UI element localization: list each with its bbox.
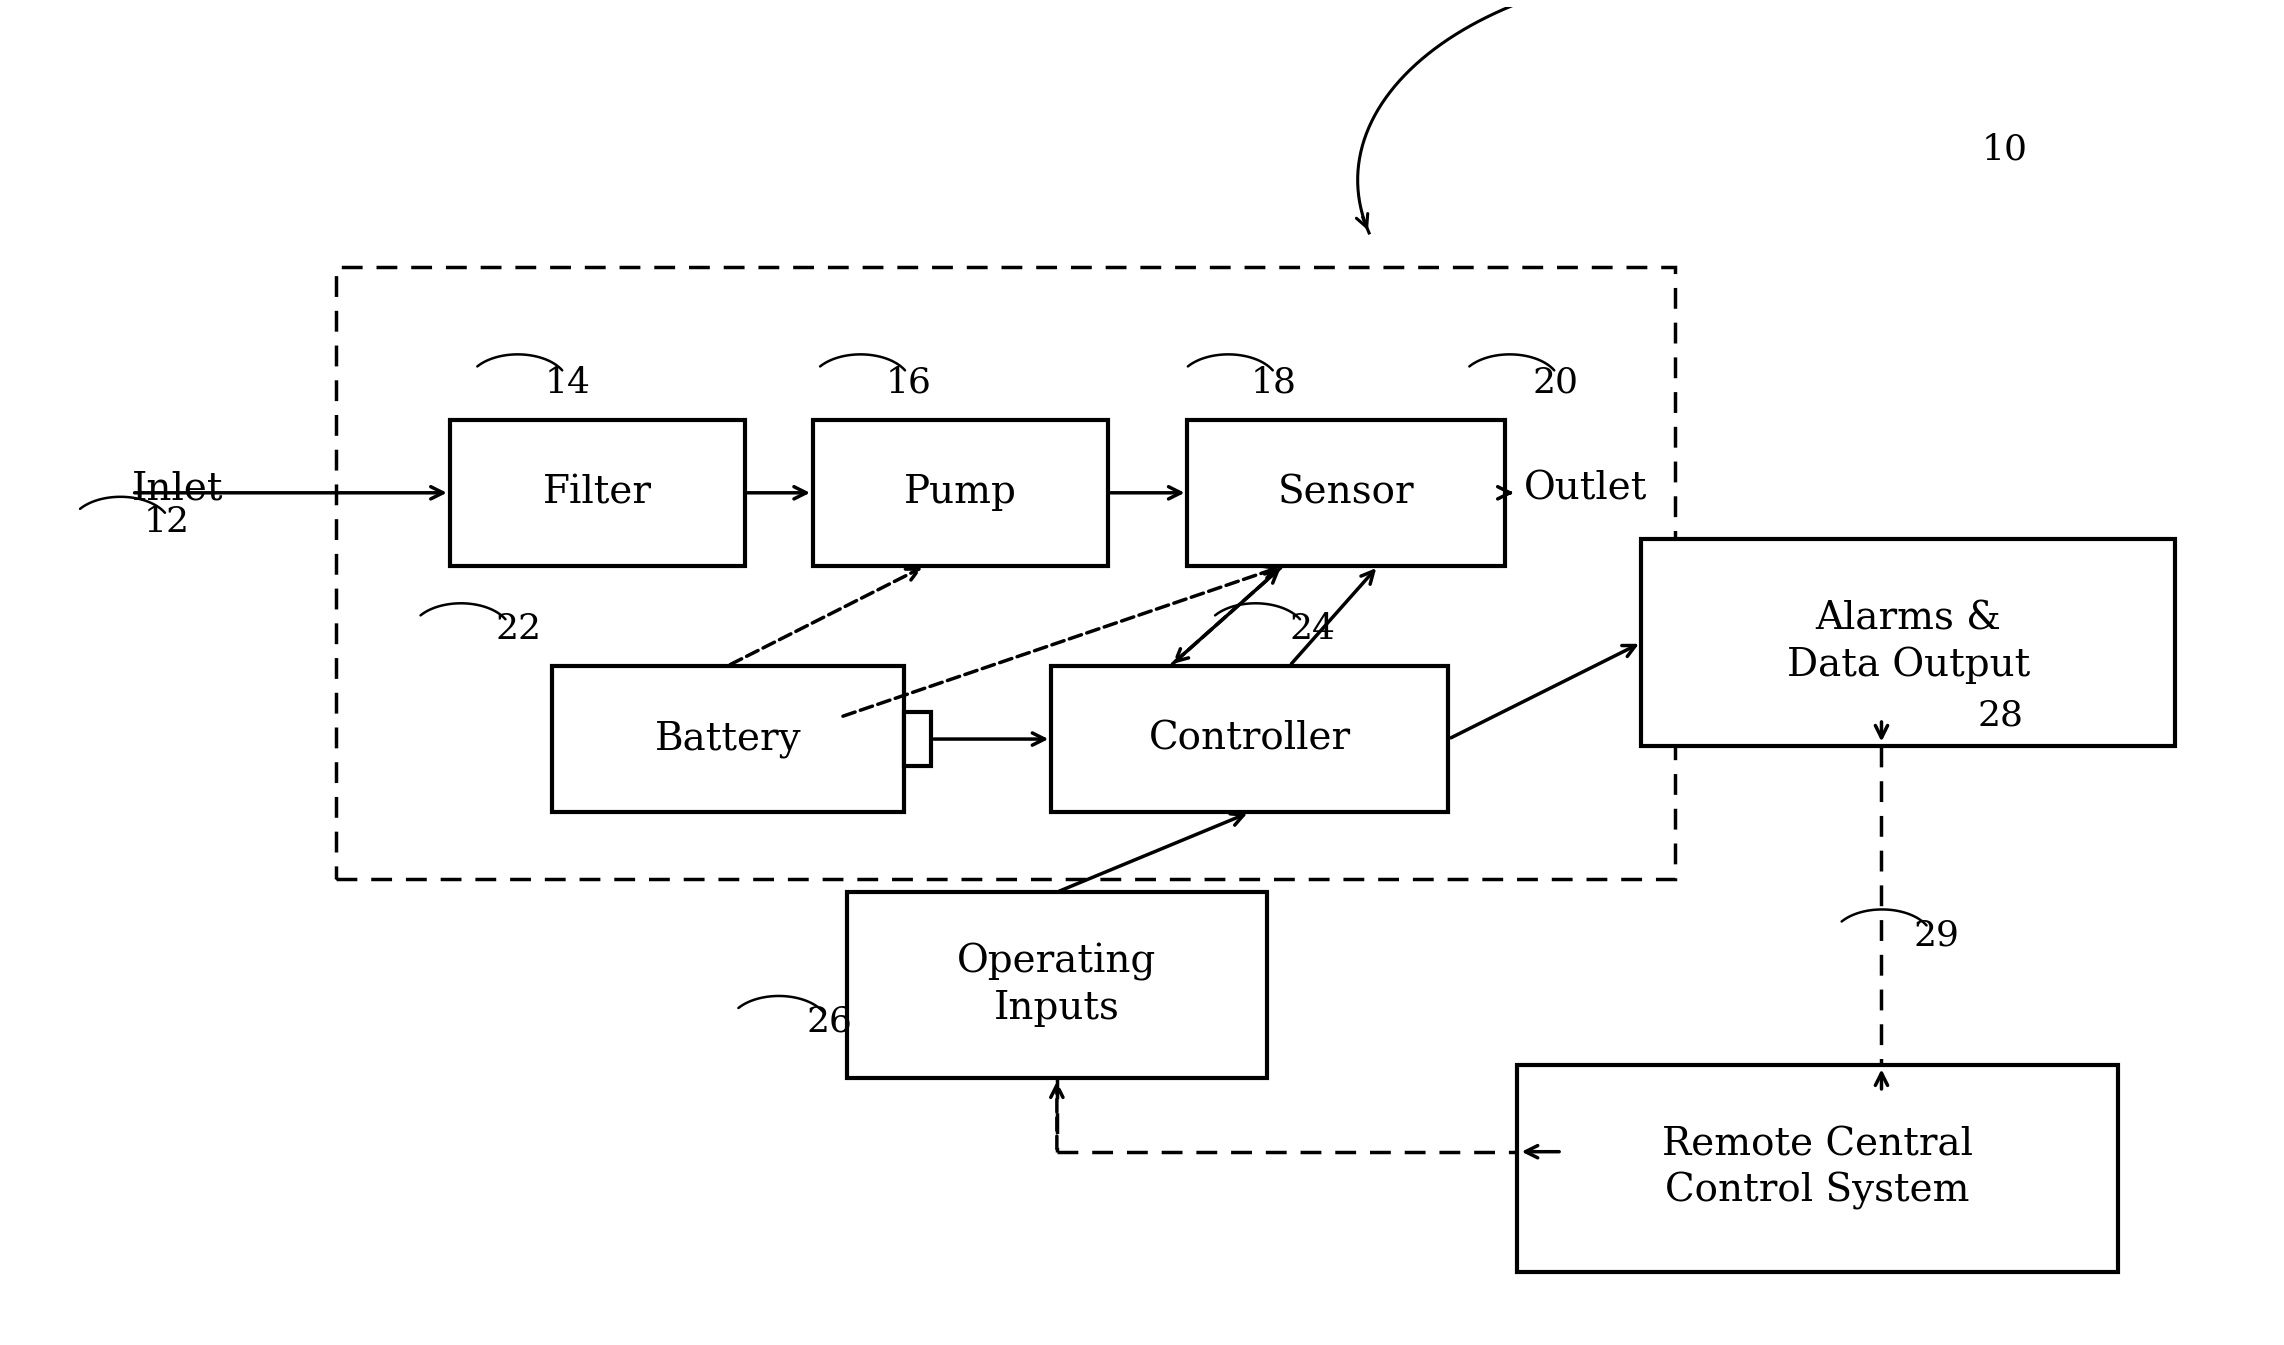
FancyBboxPatch shape — [1051, 666, 1448, 812]
Text: 29: 29 — [1914, 919, 1960, 952]
Text: 12: 12 — [144, 506, 190, 539]
Text: 18: 18 — [1252, 366, 1297, 399]
FancyBboxPatch shape — [813, 420, 1108, 566]
Text: Operating
Inputs: Operating Inputs — [957, 943, 1156, 1028]
FancyBboxPatch shape — [1517, 1065, 2117, 1271]
FancyBboxPatch shape — [904, 713, 932, 765]
Text: 24: 24 — [1290, 612, 1336, 646]
Text: Inlet: Inlet — [132, 471, 224, 507]
Text: Controller: Controller — [1149, 721, 1350, 757]
Text: 26: 26 — [806, 1005, 852, 1038]
FancyBboxPatch shape — [1188, 420, 1505, 566]
Text: Alarms &
Data Output: Alarms & Data Output — [1786, 601, 2030, 685]
Text: 28: 28 — [1978, 698, 2024, 733]
FancyBboxPatch shape — [1642, 539, 2174, 745]
Text: 14: 14 — [546, 366, 592, 399]
Text: Pump: Pump — [904, 475, 1016, 511]
FancyBboxPatch shape — [553, 666, 904, 812]
Text: Sensor: Sensor — [1279, 475, 1414, 511]
Text: 16: 16 — [886, 366, 932, 399]
Text: 10: 10 — [1983, 133, 2028, 167]
Text: 22: 22 — [496, 612, 541, 646]
Text: Remote Central
Control System: Remote Central Control System — [1663, 1126, 1973, 1210]
Text: Battery: Battery — [656, 721, 802, 757]
Text: Outlet: Outlet — [1523, 471, 1647, 507]
Text: 20: 20 — [1533, 366, 1578, 399]
FancyBboxPatch shape — [450, 420, 745, 566]
FancyBboxPatch shape — [847, 892, 1268, 1079]
Text: Filter: Filter — [544, 475, 651, 511]
